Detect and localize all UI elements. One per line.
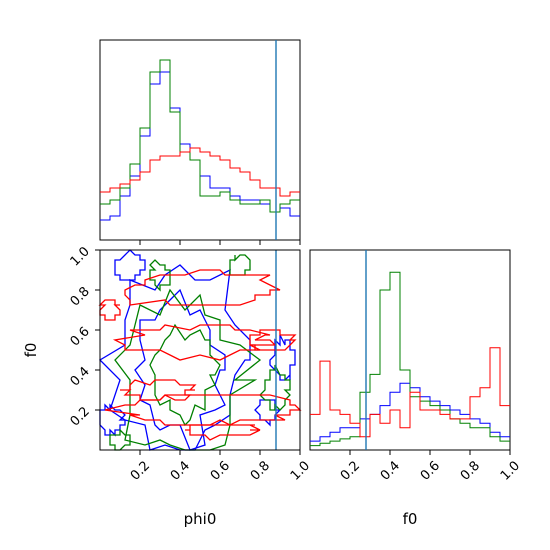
contour-y-tick-label-4: 1.0 bbox=[68, 244, 93, 269]
f0-x-tick-label-3: 0.8 bbox=[458, 458, 483, 483]
f0-x-ticks: 0.2 0.4 0.6 0.8 1.0 bbox=[338, 450, 523, 484]
contour-y-tick-label-2: 0.6 bbox=[68, 324, 93, 349]
contour-line bbox=[185, 419, 261, 441]
contour-y-ticks: 0.2 0.4 0.6 0.8 1.0 bbox=[68, 244, 100, 429]
contour-x-tick-label-0: 0.2 bbox=[128, 458, 153, 483]
contour-line bbox=[120, 379, 197, 401]
histogram-series-1 bbox=[310, 271, 510, 447]
contour-panel: 0.2 0.4 0.6 0.8 1.0 0.2 0.4 0.6 0.8 1.0 bbox=[68, 244, 313, 483]
contour-line bbox=[259, 364, 291, 411]
contour-x-tick-label-1: 0.4 bbox=[168, 458, 193, 483]
contour-line bbox=[98, 264, 251, 451]
contour-y-tick-label-1: 0.4 bbox=[68, 364, 93, 389]
contour-line bbox=[269, 334, 296, 381]
contour-x-tick-label-2: 0.6 bbox=[208, 458, 233, 483]
contour-frame bbox=[99, 249, 301, 451]
phi0-histogram-ticks bbox=[139, 240, 301, 245]
f0-x-tick-label-4: 1.0 bbox=[498, 458, 523, 483]
f0-x-tick-label-1: 0.4 bbox=[378, 458, 403, 483]
phi0-histogram-frame bbox=[99, 39, 301, 241]
contour-series bbox=[98, 249, 302, 451]
contour-line bbox=[229, 254, 251, 276]
contour-line bbox=[98, 299, 121, 321]
histogram-series-0 bbox=[100, 71, 300, 221]
f0-x-tick-label-2: 0.6 bbox=[418, 458, 443, 483]
phi0-histogram-panel bbox=[99, 39, 301, 245]
contour-line bbox=[149, 259, 171, 292]
contour-line bbox=[124, 269, 281, 306]
phi0-histogram-series bbox=[100, 59, 300, 221]
f0-histogram-series bbox=[310, 271, 510, 447]
histogram-series-2 bbox=[310, 347, 510, 438]
contour-line bbox=[149, 323, 221, 427]
y-axis-label-f0: f0 bbox=[22, 343, 40, 358]
contour-x-tick-label-3: 0.8 bbox=[248, 458, 273, 483]
contour-y-tick-label-0: 0.2 bbox=[68, 404, 93, 429]
f0-histogram-panel: 0.2 0.4 0.6 0.8 1.0 bbox=[309, 249, 523, 484]
contour-line bbox=[112, 324, 277, 361]
contour-line bbox=[104, 394, 302, 426]
contour-line bbox=[249, 329, 297, 351]
contour-line bbox=[114, 249, 146, 281]
contour-line bbox=[109, 428, 131, 451]
contour-x-ticks: 0.2 0.4 0.6 0.8 1.0 bbox=[128, 450, 313, 484]
f0-x-tick-label-0: 0.2 bbox=[338, 458, 363, 483]
contour-y-tick-label-3: 0.8 bbox=[68, 284, 93, 309]
histogram-series-2 bbox=[100, 147, 300, 197]
x-axis-label-f0: f0 bbox=[403, 510, 418, 528]
x-axis-label-phi0: phi0 bbox=[184, 510, 217, 528]
contour-line bbox=[134, 288, 226, 451]
histogram-series-1 bbox=[100, 59, 300, 213]
f0-histogram-frame bbox=[309, 249, 511, 451]
contour-x-tick-label-4: 1.0 bbox=[288, 458, 313, 483]
